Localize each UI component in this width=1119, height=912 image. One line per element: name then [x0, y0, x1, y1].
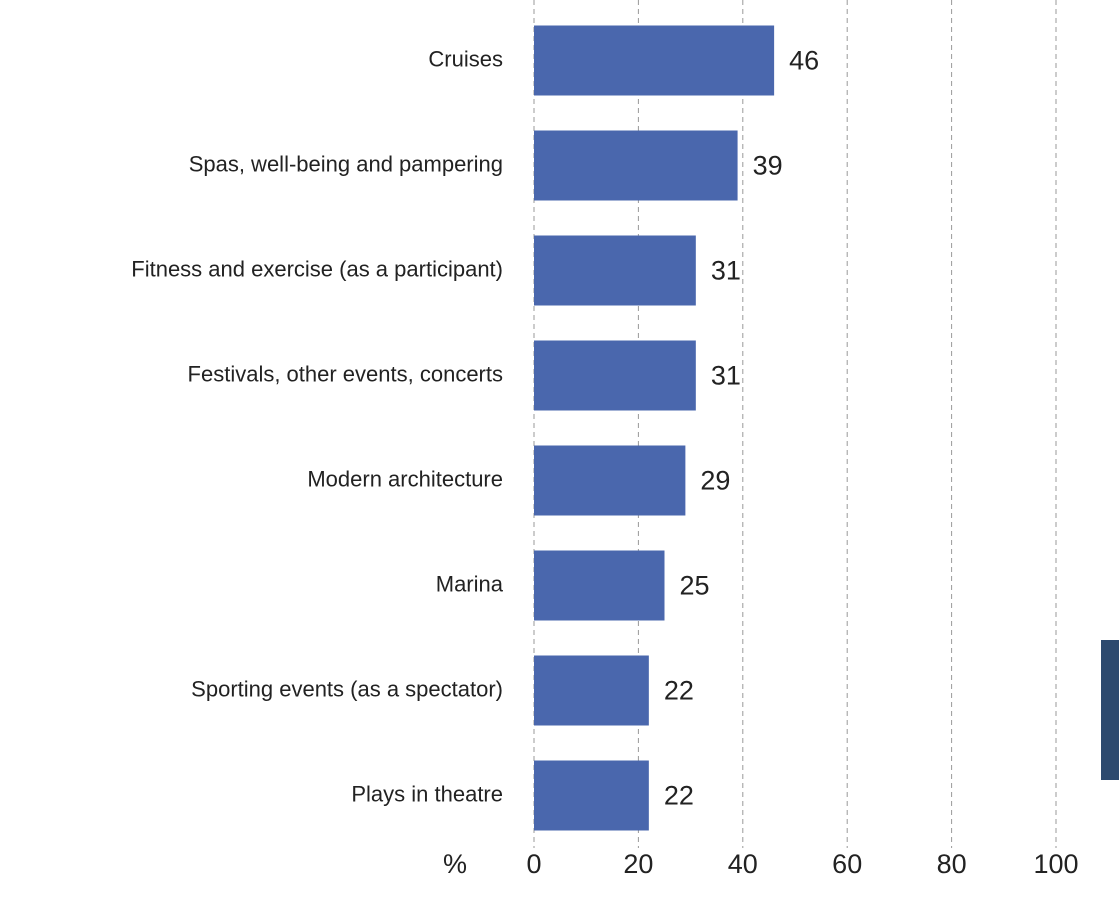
y-tick-label: Fitness and exercise (as a participant)	[131, 256, 503, 281]
y-tick-label: Plays in theatre	[351, 781, 503, 806]
value-label: 31	[711, 256, 741, 286]
value-label: 31	[711, 361, 741, 391]
decorative-image	[1101, 640, 1119, 780]
y-tick-label: Sporting events (as a spectator)	[191, 676, 503, 701]
value-label: 29	[700, 466, 730, 496]
bar	[534, 130, 738, 201]
y-tick-label: Spas, well-being and pampering	[189, 151, 503, 176]
bar	[534, 235, 696, 306]
value-label: 22	[664, 676, 694, 706]
bar	[534, 655, 649, 726]
x-tick-label: 20	[623, 849, 653, 879]
y-tick-label: Marina	[436, 571, 504, 596]
value-label: 25	[680, 571, 710, 601]
bar	[534, 760, 649, 831]
x-tick-label: 100	[1033, 849, 1078, 879]
bar	[534, 25, 775, 96]
x-tick-label: 0	[526, 849, 541, 879]
x-axis-label: %	[443, 849, 467, 879]
bar	[534, 340, 696, 411]
value-label: 39	[753, 151, 783, 181]
bar	[534, 550, 665, 621]
y-tick-label: Festivals, other events, concerts	[188, 361, 503, 386]
y-tick-label: Cruises	[428, 46, 503, 71]
value-label: 22	[664, 781, 694, 811]
x-tick-label: 40	[728, 849, 758, 879]
y-tick-label: Modern architecture	[307, 466, 503, 491]
bar	[534, 445, 686, 516]
value-label: 46	[789, 46, 819, 76]
x-tick-label: 60	[832, 849, 862, 879]
x-tick-label: 80	[937, 849, 967, 879]
